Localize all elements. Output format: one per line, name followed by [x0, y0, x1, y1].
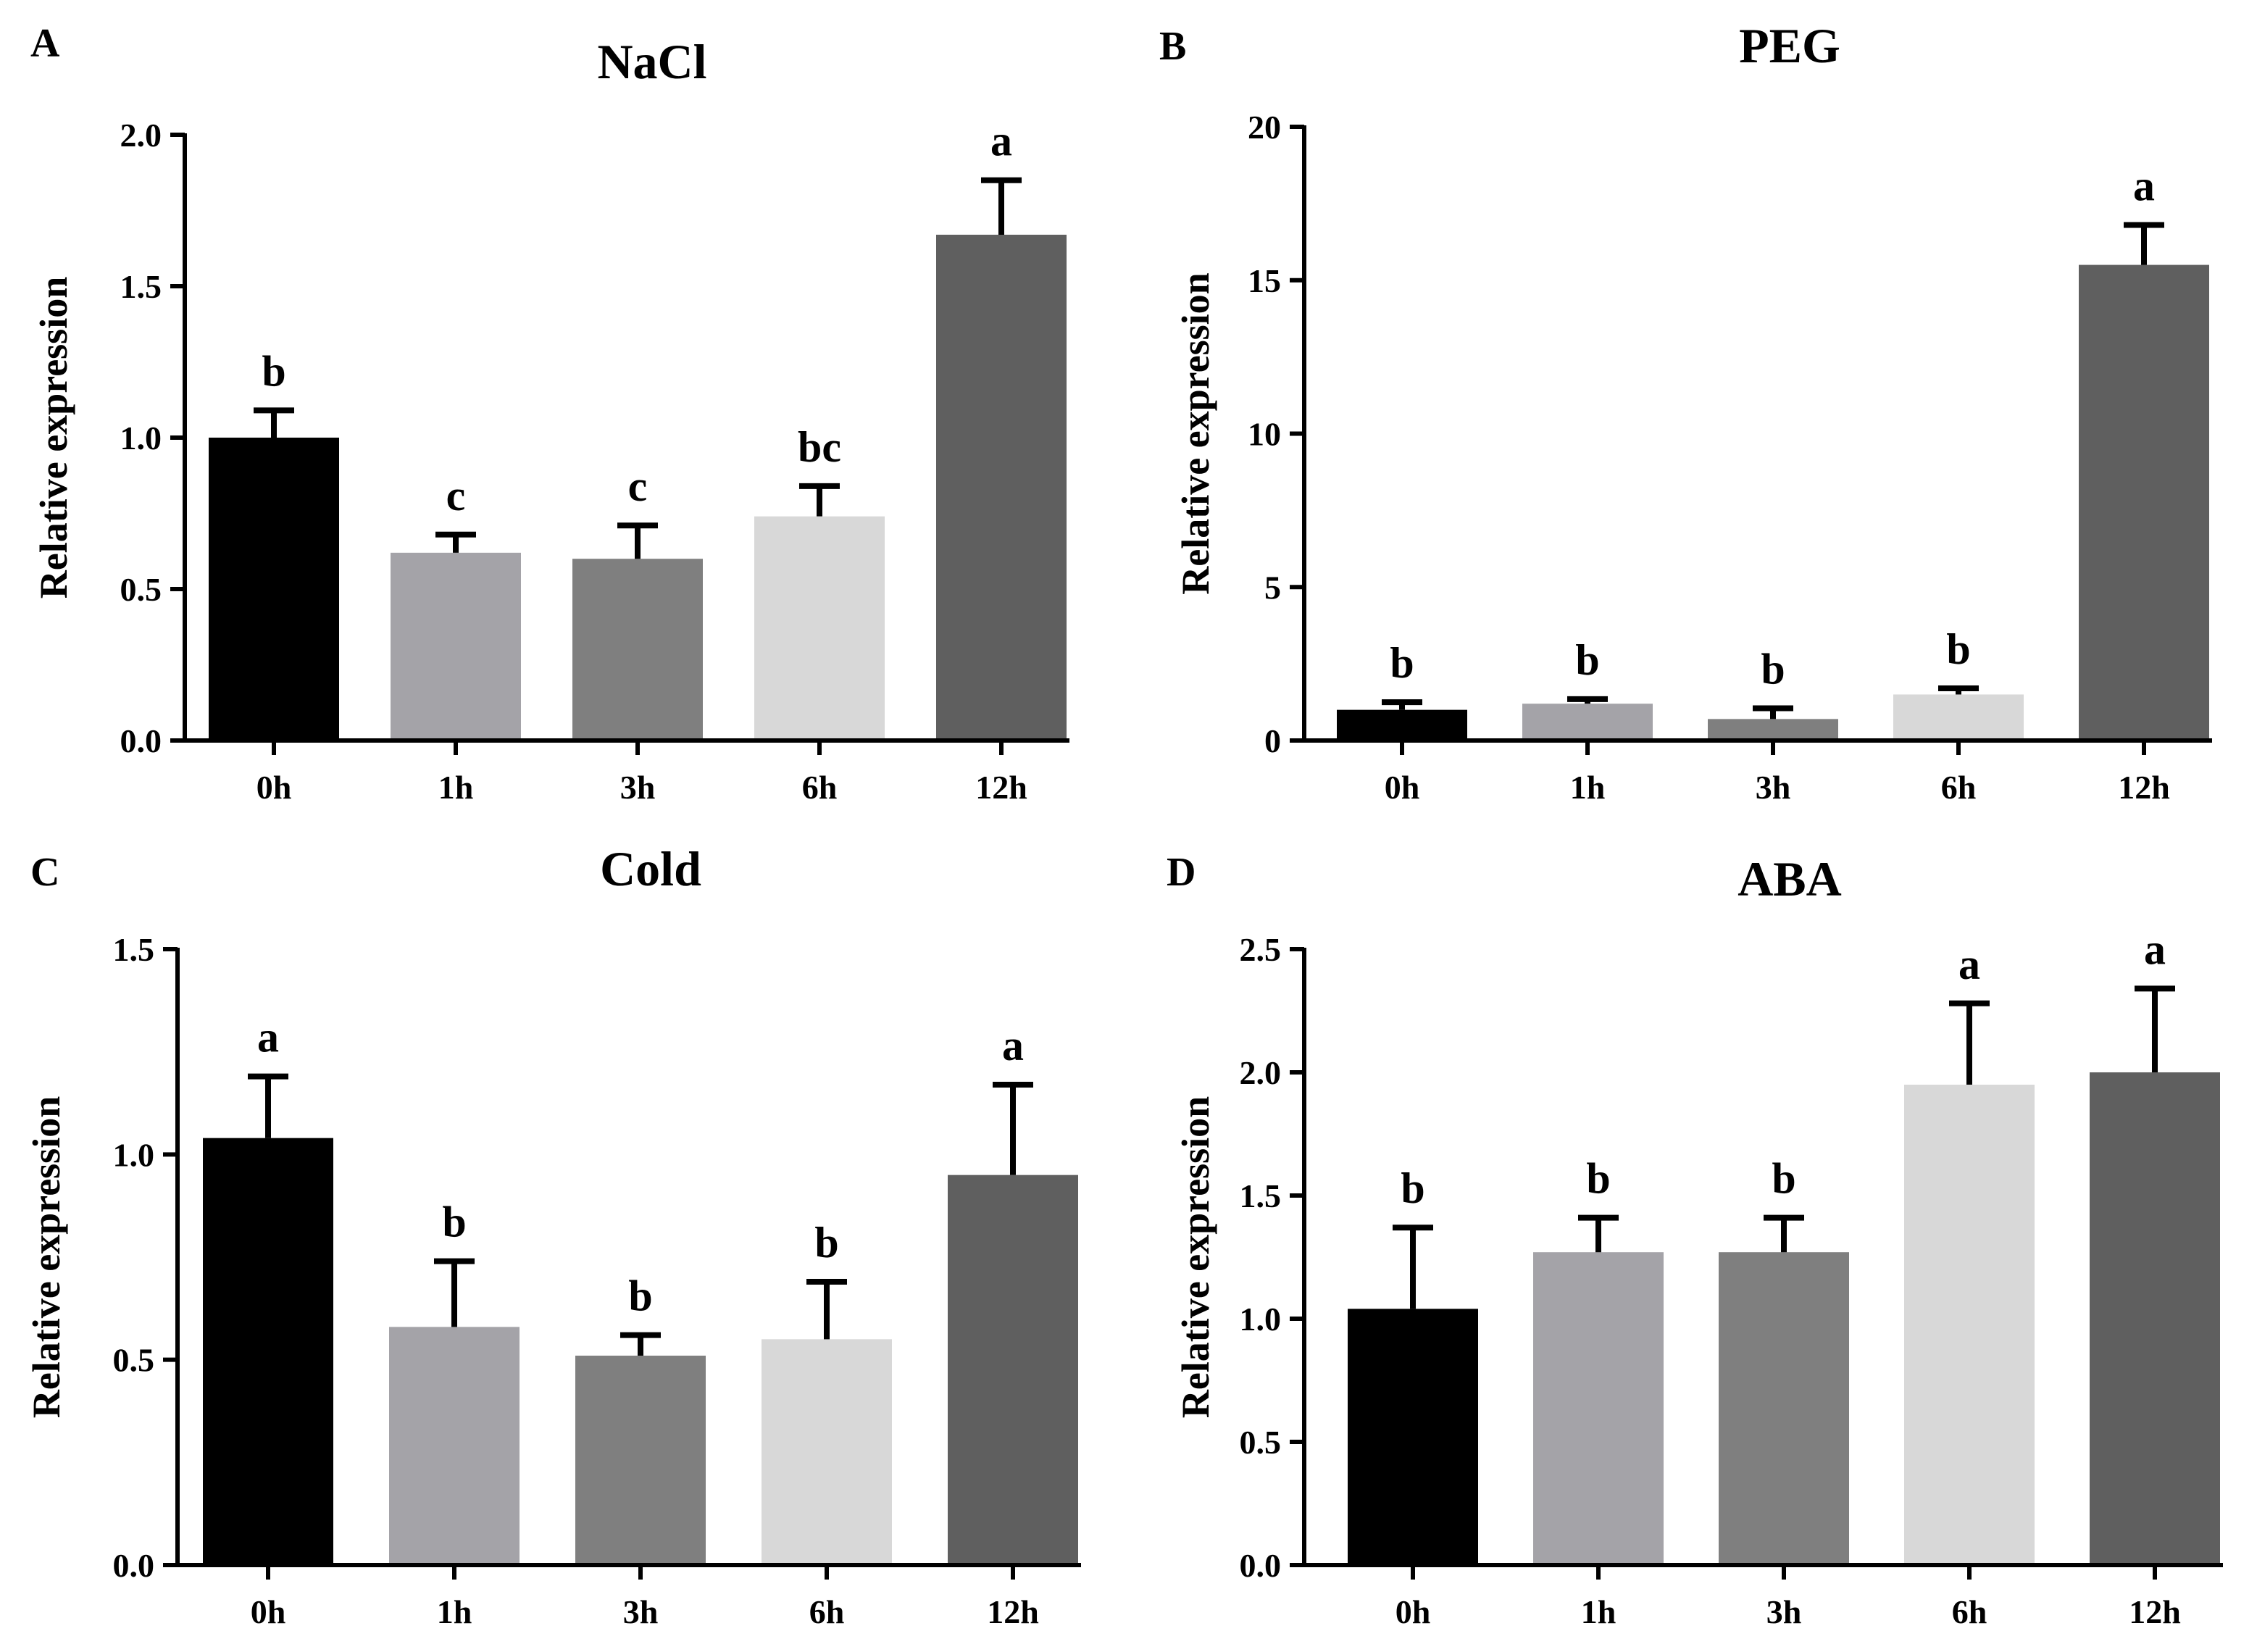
- bar-1h: [1533, 1252, 1664, 1565]
- x-tick-label: 3h: [623, 1593, 659, 1630]
- bar-0h: [1348, 1309, 1478, 1565]
- x-tick-label: 1h: [1570, 769, 1606, 806]
- chart-panel-d: D ABA Relative expression b 0h b 1h b 3h a 6h a 12h 0…: [1167, 850, 2223, 1630]
- panels: A NaCl Relative expression b 0h c 1h c 3h bc 6h a 12…: [25, 18, 2223, 1630]
- significance-letter: a: [1958, 940, 1980, 988]
- bar-0h: [1337, 709, 1467, 741]
- bar-12h: [2090, 1072, 2220, 1565]
- x-tick-label: 6h: [809, 1593, 845, 1630]
- y-tick-label: 1.5: [113, 931, 155, 968]
- bar-12h: [948, 1175, 1078, 1565]
- x-tick-label: 3h: [1766, 1593, 1802, 1630]
- panel-letter: A: [30, 21, 60, 66]
- panel-letter: C: [30, 850, 59, 895]
- x-tick-label: 6h: [1941, 769, 1977, 806]
- significance-letter: b: [1390, 639, 1414, 687]
- y-tick-label: 0.0: [1240, 1547, 1282, 1584]
- x-tick-label: 6h: [1952, 1593, 1987, 1630]
- significance-letter: c: [446, 472, 466, 520]
- bar-3h: [575, 1356, 706, 1565]
- bar-3h: [1708, 719, 1838, 741]
- y-tick-label: 2.5: [1240, 931, 1282, 968]
- x-tick-label: 12h: [2118, 769, 2170, 806]
- x-tick-label: 1h: [437, 1593, 472, 1630]
- bar-6h: [762, 1339, 892, 1565]
- significance-letter: a: [1002, 1022, 1024, 1069]
- panel-letter: B: [1159, 24, 1186, 69]
- x-tick-label: 0h: [1395, 1593, 1431, 1630]
- chart-title: Cold: [600, 841, 701, 896]
- x-tick-label: 12h: [987, 1593, 1039, 1630]
- significance-letter: b: [442, 1198, 466, 1246]
- bar-6h: [754, 516, 885, 741]
- bar-3h: [1719, 1252, 1849, 1565]
- y-tick-label: 0.5: [120, 571, 162, 608]
- bar-1h: [1522, 704, 1653, 741]
- chart-title: ABA: [1737, 851, 1842, 906]
- y-tick-label: 0.0: [120, 722, 162, 759]
- significance-letter: bc: [798, 423, 841, 471]
- bar-12h: [2079, 264, 2209, 741]
- x-tick-label: 0h: [256, 769, 292, 806]
- chart-panel-a: A NaCl Relative expression b 0h c 1h c 3h bc 6h a 12…: [30, 21, 1069, 806]
- y-axis-label: Relative expression: [25, 1096, 68, 1418]
- y-tick-label: 10: [1248, 416, 1281, 453]
- y-tick-label: 15: [1248, 262, 1281, 299]
- x-tick-label: 6h: [802, 769, 838, 806]
- significance-letter: a: [257, 1014, 279, 1061]
- bar-1h: [391, 552, 521, 741]
- y-tick-label: 0.0: [113, 1547, 155, 1584]
- significance-letter: b: [628, 1272, 652, 1320]
- significance-letter: b: [1575, 636, 1599, 684]
- y-axis-label: Relative expression: [1174, 1096, 1217, 1418]
- chart-title: NaCl: [597, 34, 706, 89]
- x-tick-label: 1h: [1581, 1593, 1616, 1630]
- y-tick-label: 1.0: [120, 420, 162, 456]
- y-tick-label: 1.5: [1240, 1177, 1282, 1214]
- bar-3h: [572, 559, 703, 741]
- significance-letter: b: [1401, 1164, 1424, 1212]
- significance-letter: b: [1946, 625, 1970, 673]
- y-tick-label: 20: [1248, 109, 1281, 146]
- x-tick-label: 1h: [438, 769, 474, 806]
- bar-1h: [389, 1327, 520, 1565]
- x-tick-label: 0h: [251, 1593, 286, 1630]
- y-tick-label: 1.5: [120, 268, 162, 305]
- x-tick-label: 3h: [620, 769, 656, 806]
- significance-letter: b: [1761, 646, 1785, 693]
- y-tick-label: 0: [1264, 722, 1281, 759]
- significance-letter: b: [814, 1219, 838, 1267]
- bar-6h: [1904, 1085, 2035, 1565]
- bar-6h: [1893, 694, 2024, 741]
- chart-title: PEG: [1739, 18, 1840, 73]
- y-tick-label: 0.5: [1240, 1424, 1282, 1461]
- y-axis-label: Relative expression: [32, 277, 75, 598]
- significance-letter: c: [628, 462, 648, 510]
- panel-letter: D: [1167, 850, 1196, 895]
- y-tick-label: 1.0: [113, 1136, 155, 1173]
- x-tick-label: 0h: [1385, 769, 1420, 806]
- y-axis-label: Relative expression: [1174, 272, 1217, 594]
- y-tick-label: 2.0: [120, 117, 162, 154]
- y-tick-label: 2.0: [1240, 1054, 1282, 1091]
- y-tick-label: 1.0: [1240, 1301, 1282, 1338]
- y-tick-label: 0.5: [113, 1342, 155, 1379]
- y-tick-label: 5: [1264, 569, 1281, 606]
- significance-letter: b: [1586, 1155, 1610, 1203]
- bar-12h: [936, 234, 1067, 741]
- chart-panel-c: C Cold Relative expression a 0h b 1h b 3h b 6h a 12h…: [25, 841, 1081, 1630]
- significance-letter: a: [2133, 162, 2155, 210]
- chart-panel-b: B PEG Relative expression b 0h b 1h b 3h b 6h a 12h 0…: [1159, 18, 2212, 806]
- significance-letter: b: [262, 347, 285, 395]
- significance-letter: b: [1772, 1155, 1795, 1203]
- x-tick-label: 12h: [2129, 1593, 2181, 1630]
- bar-0h: [209, 438, 339, 741]
- significance-letter: a: [2144, 925, 2166, 973]
- bar-0h: [203, 1138, 333, 1565]
- significance-letter: a: [990, 117, 1012, 165]
- x-tick-label: 12h: [975, 769, 1027, 806]
- x-tick-label: 3h: [1756, 769, 1791, 806]
